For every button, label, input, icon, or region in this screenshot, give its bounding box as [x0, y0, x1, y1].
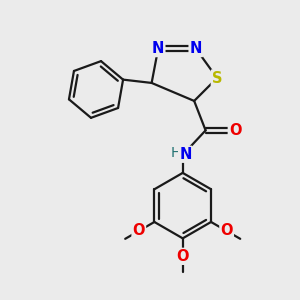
- Text: O: O: [176, 249, 189, 264]
- Text: O: O: [229, 123, 241, 138]
- Text: N: N: [152, 41, 164, 56]
- Text: N: N: [179, 147, 191, 162]
- Text: S: S: [212, 70, 222, 86]
- Text: H: H: [170, 146, 181, 160]
- Text: N: N: [190, 41, 202, 56]
- Text: O: O: [220, 224, 233, 238]
- Text: O: O: [133, 224, 145, 238]
